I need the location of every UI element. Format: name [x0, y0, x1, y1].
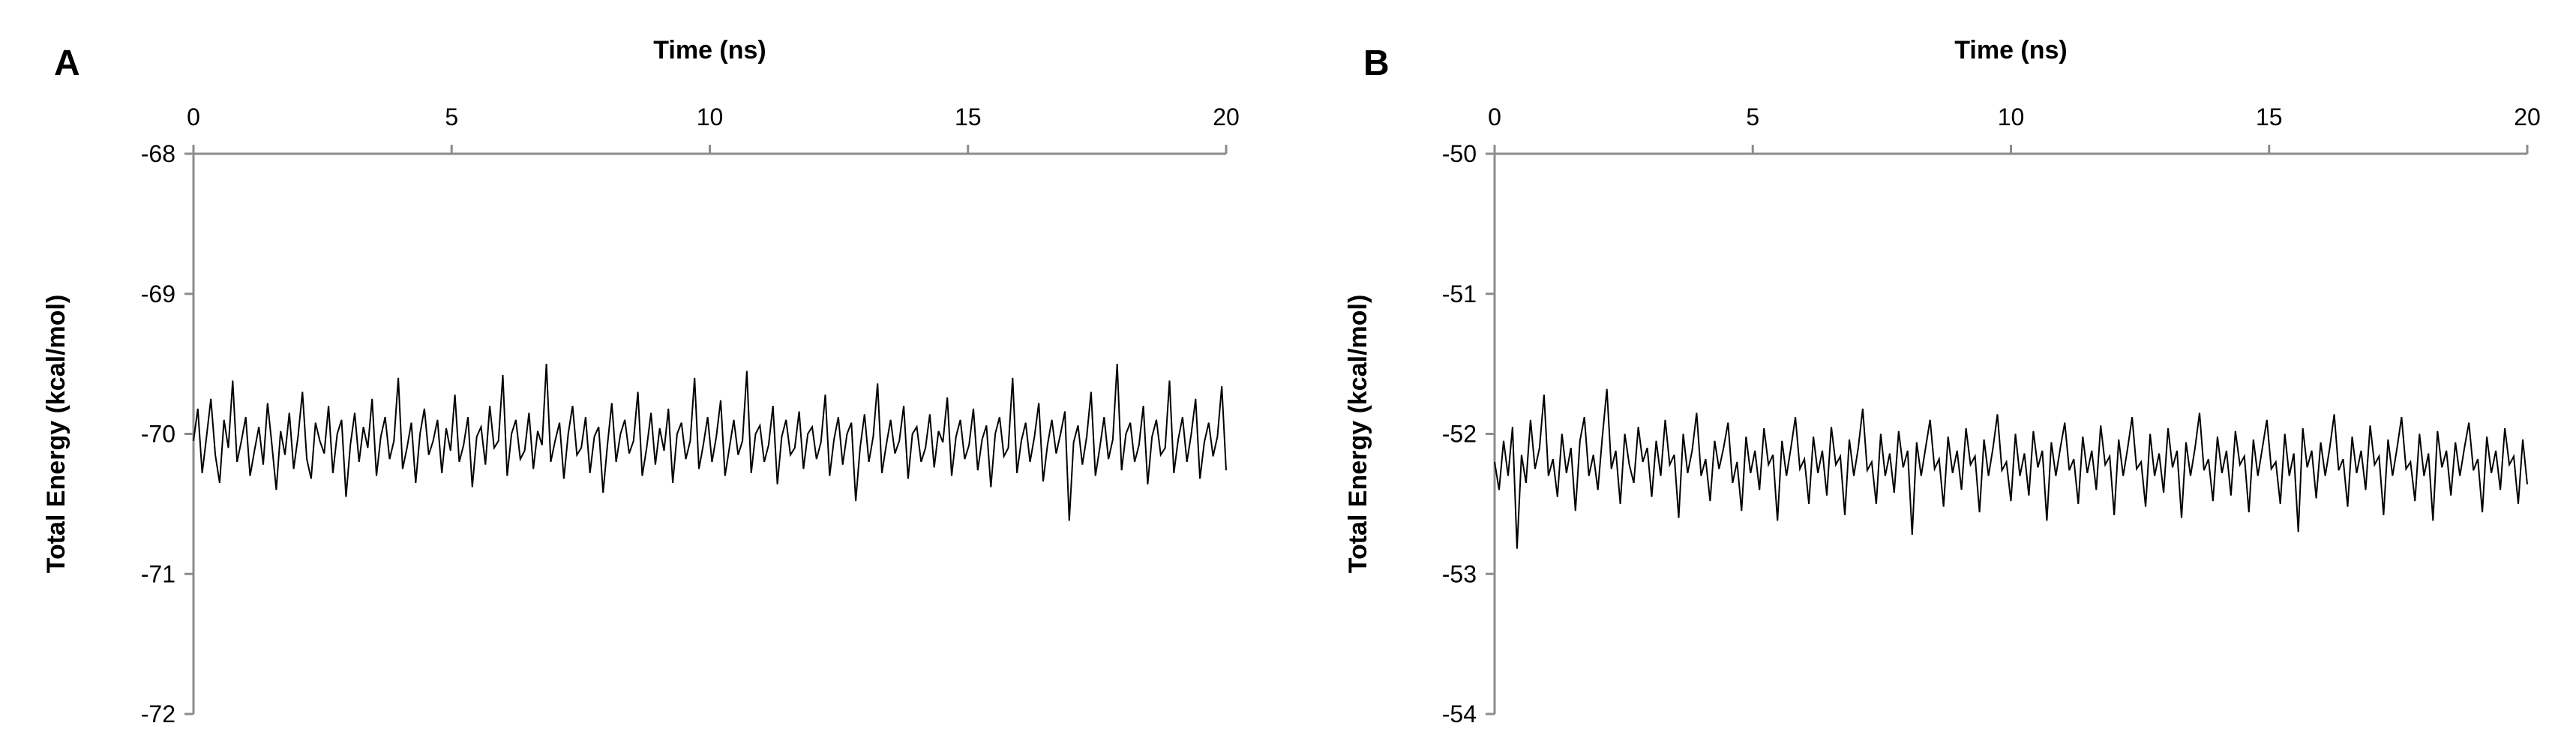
series-line: [193, 364, 1227, 521]
series-line: [1494, 388, 2528, 549]
y-tick-label: -69: [141, 280, 175, 308]
y-tick-label: -71: [141, 560, 175, 587]
x-tick-label: 15: [955, 104, 982, 130]
x-tick-label: 0: [187, 104, 200, 130]
y-tick-label: -50: [1442, 140, 1477, 167]
y-axis-title: Total Energy (kcal/mol): [42, 295, 70, 574]
x-tick-label: 20: [1213, 104, 1240, 130]
panel-letter: A: [54, 44, 80, 83]
x-tick-label: 5: [1746, 104, 1759, 130]
x-tick-label: 10: [1998, 104, 2025, 130]
y-tick-label: -54: [1442, 700, 1477, 728]
y-tick-label: -53: [1442, 560, 1477, 587]
x-axis-title: Time (ns): [1954, 36, 2068, 64]
x-tick-label: 20: [2514, 104, 2541, 130]
x-tick-label: 15: [2256, 104, 2283, 130]
y-tick-label: -70: [141, 421, 175, 448]
chart-panel-b: B Time (ns) Total Energy (kcal/mol) 0 5 10 15 2…: [1344, 36, 2541, 728]
x-tick-label: 10: [697, 104, 724, 130]
panel-letter: B: [1363, 44, 1390, 83]
x-axis-title: Time (ns): [653, 36, 766, 64]
chart-panel-a: A Time (ns) Total Energy (kcal/mol) 0 5 10 15 2…: [42, 36, 1240, 728]
y-tick-label: -52: [1442, 421, 1477, 448]
y-axis-title: Total Energy (kcal/mol): [1344, 295, 1372, 574]
y-tick-label: -72: [141, 700, 175, 728]
y-tick-label: -68: [141, 140, 175, 167]
x-tick-label: 0: [1488, 104, 1501, 130]
y-tick-label: -51: [1442, 280, 1477, 308]
x-tick-label: 5: [445, 104, 458, 130]
